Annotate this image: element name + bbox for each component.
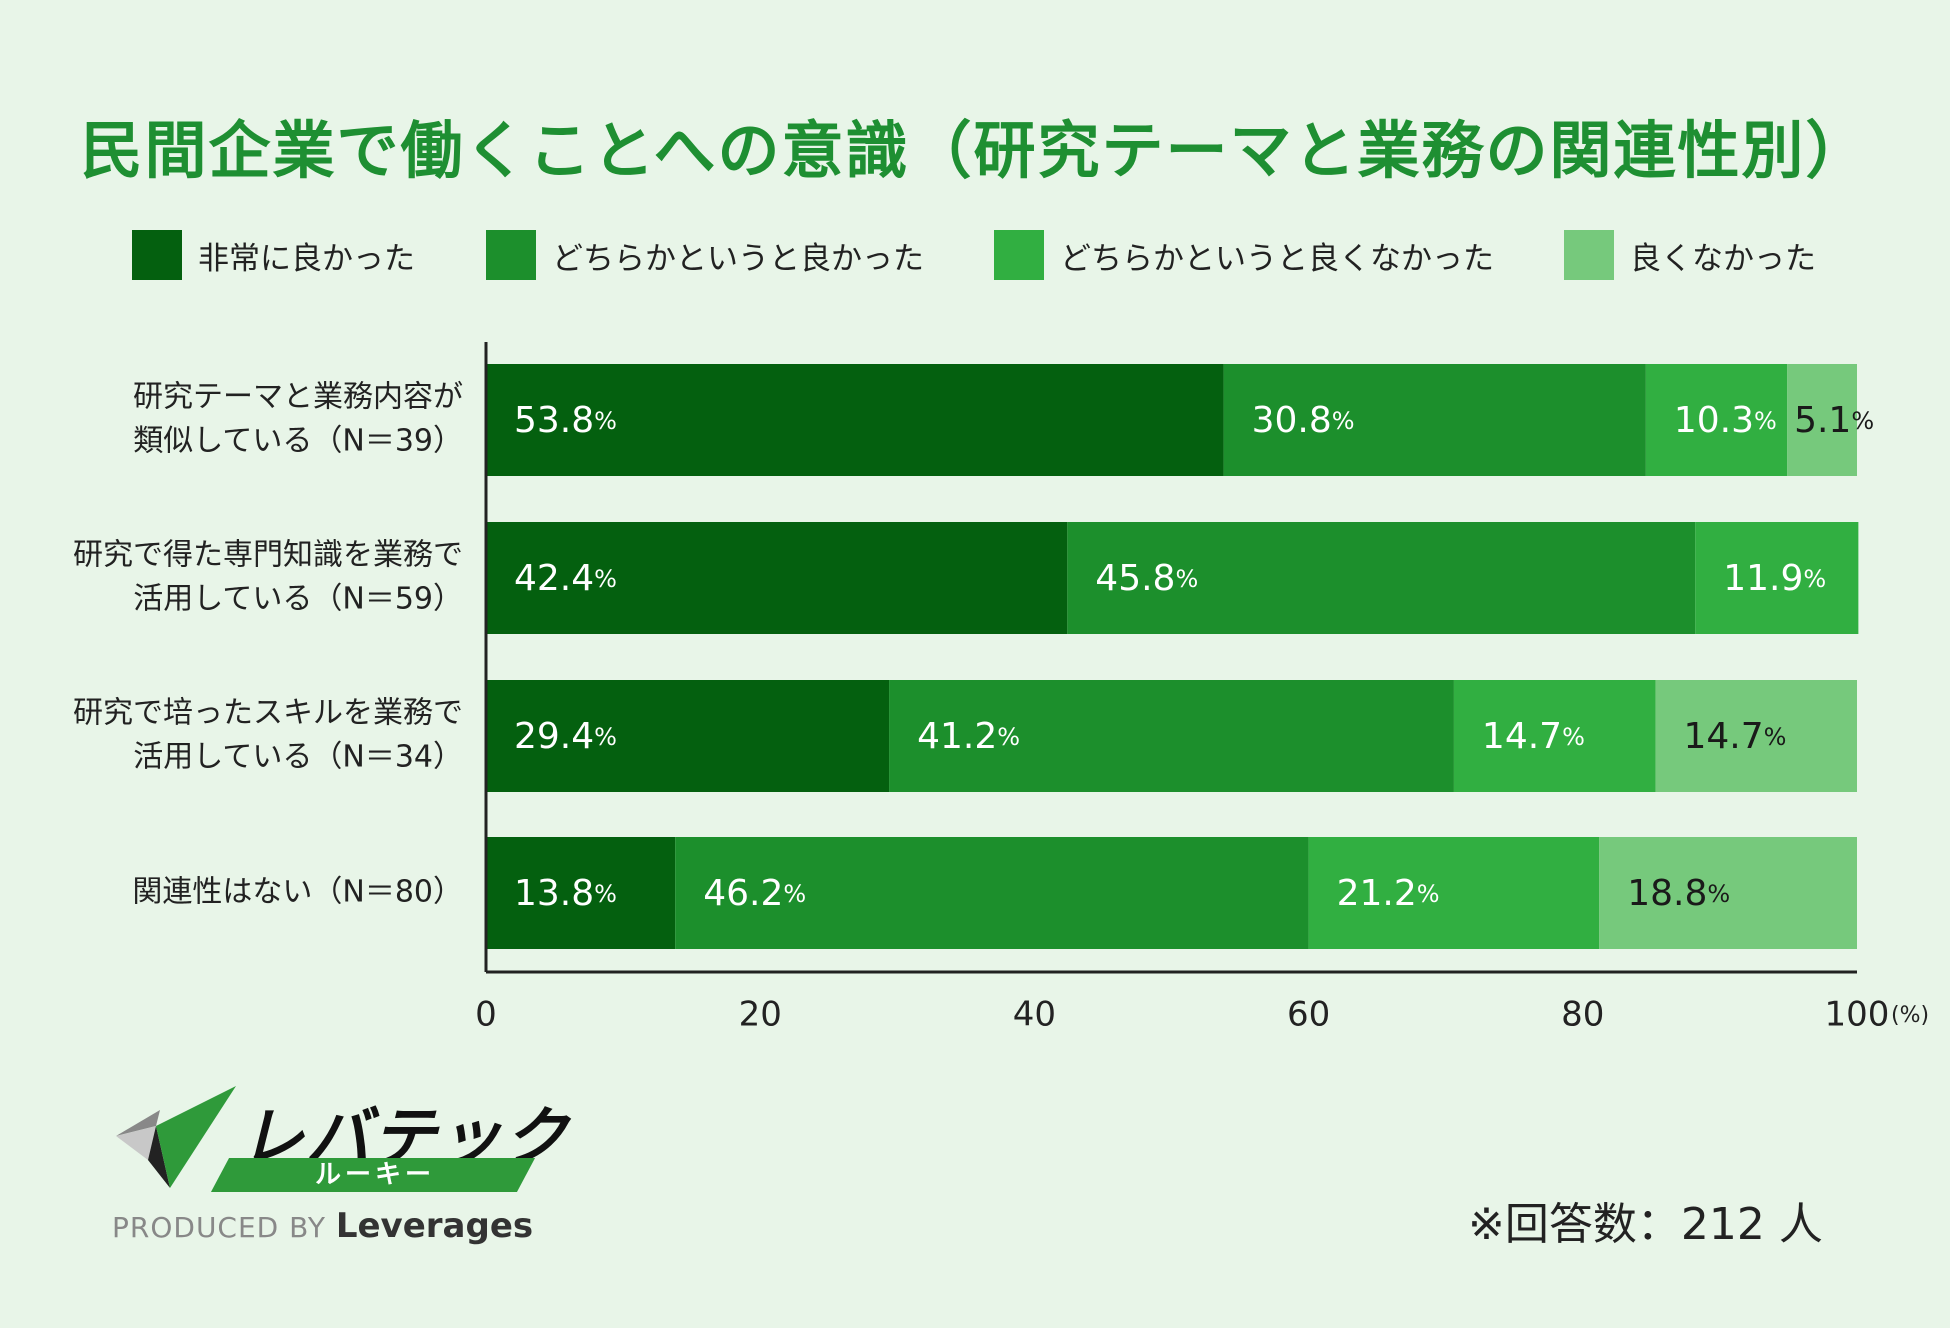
bar-segment [889,680,1454,792]
bar-segment [675,837,1309,949]
x-tick-label: 40 [1013,995,1056,1035]
data-label: 42.4% [514,558,617,599]
legend-swatch-somewhat-bad [994,230,1044,280]
bar-segment [486,837,676,949]
produced-by: PRODUCED BY Leverages [112,1206,533,1246]
bar-segment [1695,522,1859,634]
data-label: 29.4% [514,716,617,757]
x-axis-unit: (%) [1891,1003,1929,1028]
x-tick-label: 60 [1287,995,1330,1035]
data-label: 53.8% [514,400,617,441]
data-label: 21.2% [1337,873,1440,914]
data-label: 30.8% [1252,400,1355,441]
data-label: 11.9% [1723,558,1826,599]
bar-segment [486,522,1068,634]
legend-label: どちらかというと良かった [552,240,924,277]
chart-title: 民間企業で働くことへの意識（研究テーマと業務の関連性別） [80,114,1870,187]
legend-label: 良くなかった [1630,240,1816,277]
legend-item-bad: 良くなかった [1564,228,1816,282]
data-label: 10.3% [1674,400,1777,441]
bar-segment [1787,364,1857,476]
checkmark-logo-icon [116,1086,236,1188]
bar-segment [1453,680,1656,792]
data-label: 14.7% [1482,716,1585,757]
legend-swatch-somewhat-good [486,230,536,280]
data-label: 14.7% [1683,716,1786,757]
category-label: 活用している（N＝59） [133,582,463,617]
bar-segment [1645,364,1788,476]
category-label: 関連性はない（N＝80） [132,875,463,910]
category-label: 研究で得た専門知識を業務で [73,538,463,573]
data-label: 13.8% [514,873,617,914]
respondent-count: ※回答数：212 人 [1468,1199,1823,1250]
company-name: Leverages [335,1206,534,1246]
x-tick-label: 100 [1825,995,1890,1035]
legend-item-somewhat-bad: どちらかというと良くなかった [994,228,1494,282]
legend-item-very-good: 非常に良かった [132,228,415,282]
data-label: 45.8% [1095,558,1198,599]
bar-segment [1223,364,1646,476]
data-label: 46.2% [703,873,806,914]
legend: 非常に良かった どちらかというと良かった どちらかというと良くなかった 良くなか… [132,228,1910,282]
category-label: 研究テーマと業務内容が [133,380,463,415]
bar-segment [1655,680,1857,792]
x-tick-label: 80 [1561,995,1604,1035]
x-tick-label: 0 [475,995,497,1035]
data-label: 18.8% [1627,873,1730,914]
legend-label: どちらかというと良くなかった [1060,240,1494,277]
bar-segment [1599,837,1857,949]
produced-by-label: PRODUCED BY [112,1211,326,1244]
logo-subtitle: ルーキー [314,1160,435,1190]
category-label: 研究で培ったスキルを業務で [73,696,463,731]
legend-swatch-bad [1564,230,1614,280]
bar-segment [486,680,890,792]
category-label: 類似している（N＝39） [133,424,463,459]
bar-segment [1067,522,1696,634]
x-tick-label: 20 [739,995,782,1035]
legend-item-somewhat-good: どちらかというと良かった [486,228,924,282]
bar-segment [486,364,1224,476]
category-label: 活用している（N＝34） [133,740,463,775]
legend-label: 非常に良かった [198,240,415,277]
bar-segment [1308,837,1600,949]
leverages-logo: レバテック ルーキー PRODUCED BY Leverages [112,1086,568,1246]
legend-swatch-very-good [132,230,182,280]
data-label: 5.1% [1794,400,1874,441]
data-label: 41.2% [917,716,1020,757]
